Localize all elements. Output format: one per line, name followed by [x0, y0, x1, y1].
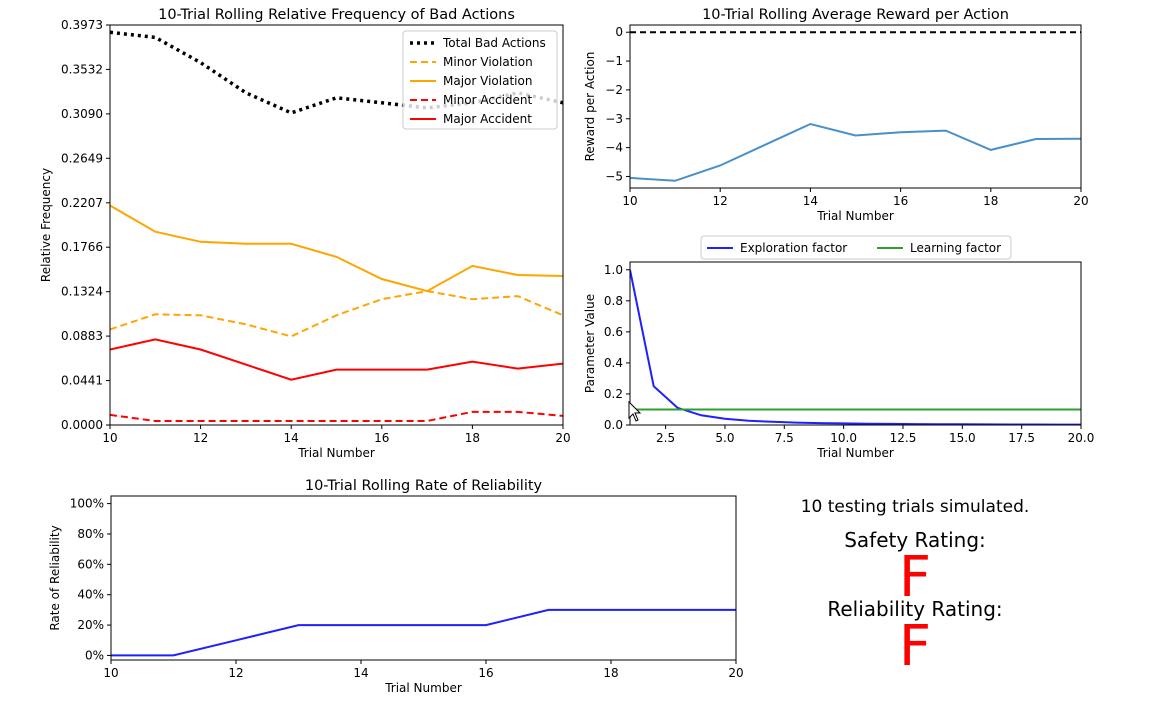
series-line-minor-accident — [110, 410, 563, 422]
series-line-minor-violation — [110, 290, 563, 338]
y-tick-label: 60% — [77, 557, 104, 571]
x-tick-label: 20 — [555, 431, 570, 445]
y-tick-label: 0.8 — [604, 294, 623, 308]
y-tick-label: 100% — [70, 497, 104, 511]
x-tick-label: 7.5 — [775, 431, 794, 445]
x-tick-label: 12 — [713, 194, 728, 208]
x-tick-label: 10 — [103, 666, 118, 680]
y-axis-label: Parameter Value — [583, 294, 597, 393]
x-tick-label: 10 — [102, 431, 117, 445]
mouse-cursor-icon — [628, 400, 642, 422]
x-tick-label: 18 — [465, 431, 480, 445]
plot-frame — [110, 495, 737, 661]
plot-frame — [629, 24, 1082, 189]
legend-label: Major Violation — [443, 74, 532, 88]
safety-rating-label: Safety Rating: — [844, 528, 986, 552]
chart-reliability: 10-Trial Rolling Rate of Reliability 0% 20… — [48, 478, 744, 695]
legend-label: Minor Violation — [443, 55, 533, 69]
legend-label: Minor Accident — [443, 93, 533, 107]
chart-title: 10-Trial Rolling Relative Frequency of B… — [158, 7, 515, 23]
legend-label: Exploration factor — [740, 241, 847, 255]
safety-rating-grade: F — [898, 545, 932, 610]
x-tick-label: 20 — [728, 666, 743, 680]
x-tick-label: 16 — [478, 666, 493, 680]
y-tick-label: 0 — [615, 25, 623, 39]
x-tick-label: 16 — [374, 431, 389, 445]
legend-box — [700, 235, 1012, 260]
reliability-rating-grade: F — [898, 614, 932, 679]
x-tick-label: 5.0 — [715, 431, 734, 445]
y-tick-label: 0.3532 — [61, 62, 103, 76]
y-tick-label: 0.1324 — [61, 285, 103, 299]
y-tick-label: 0.3090 — [61, 107, 103, 121]
y-tick-label: −1 — [605, 54, 623, 68]
chart-bad-actions: 10-Trial Rolling Relative Frequency of B… — [39, 7, 571, 460]
legend-label: Total Bad Actions — [442, 36, 546, 50]
series-line-major-violation — [110, 204, 563, 293]
y-tick-label: 0% — [85, 648, 104, 662]
series-line-reliability — [111, 608, 736, 657]
x-tick-label: 20 — [1073, 194, 1088, 208]
x-tick-label: 18 — [983, 194, 998, 208]
plot-frame — [629, 261, 1082, 426]
y-tick-label: 0.1766 — [61, 240, 103, 254]
x-tick-label: 12 — [228, 666, 243, 680]
y-tick-label: 0.4 — [604, 356, 623, 370]
y-axis-label: Rate of Reliability — [48, 525, 62, 630]
series-line-major-accident — [110, 338, 563, 381]
legend-box — [402, 30, 558, 130]
x-tick-label: 20.0 — [1068, 431, 1095, 445]
x-tick-label: 16 — [893, 194, 908, 208]
chart-parameters: 0.0 0.2 0.4 0.6 0.8 1.0 2.5 5.0 7.5 10.0 12.5 15.0 1… — [583, 235, 1095, 460]
x-tick-label: 2.5 — [656, 431, 675, 445]
y-tick-label: 80% — [77, 527, 104, 541]
x-tick-label: 18 — [603, 666, 618, 680]
series-line-reward — [630, 122, 1081, 182]
x-tick-label: 14 — [284, 431, 299, 445]
series-line-exploration-factor — [630, 269, 1081, 425]
x-tick-label: 10 — [622, 194, 637, 208]
y-tick-label: 0.3973 — [61, 18, 103, 32]
chart-reward: 10-Trial Rolling Average Reward per Acti… — [583, 7, 1089, 223]
y-tick-label: 0.2207 — [61, 196, 103, 210]
trials-simulated-text: 10 testing trials simulated. — [800, 497, 1030, 517]
y-tick-label: 0.6 — [604, 325, 623, 339]
chart-title: 10-Trial Rolling Average Reward per Acti… — [702, 7, 1009, 23]
legend: Exploration factor Learning factor — [700, 235, 1012, 260]
x-tick-label: 15.0 — [949, 431, 976, 445]
x-axis-label: Trial Number — [816, 446, 894, 460]
y-tick-label: 0.0000 — [61, 418, 103, 432]
y-axis-label: Reward per Action — [583, 52, 597, 162]
x-tick-label: 12 — [193, 431, 208, 445]
y-tick-label: −5 — [605, 169, 623, 183]
x-tick-label: 14 — [803, 194, 818, 208]
y-tick-label: 0.2 — [604, 387, 623, 401]
legend-label: Major Accident — [443, 112, 532, 126]
y-tick-label: 0.2649 — [61, 151, 103, 165]
x-tick-label: 17.5 — [1008, 431, 1035, 445]
legend-label: Learning factor — [910, 241, 1001, 255]
x-tick-label: 10.0 — [830, 431, 857, 445]
y-tick-label: −2 — [605, 83, 623, 97]
x-axis-label: Trial Number — [384, 681, 462, 695]
y-tick-label: −4 — [605, 141, 623, 155]
y-tick-label: 20% — [77, 618, 104, 632]
chart-title: 10-Trial Rolling Rate of Reliability — [305, 478, 543, 494]
reliability-rating-label: Reliability Rating: — [827, 597, 1003, 621]
y-axis-label: Relative Frequency — [39, 168, 53, 282]
x-axis-label: Trial Number — [816, 209, 894, 223]
legend: Total Bad Actions Minor Violation Major Vi… — [402, 30, 558, 130]
y-tick-label: 40% — [77, 588, 104, 602]
y-tick-label: 1.0 — [604, 263, 623, 277]
y-tick-label: 0.0441 — [61, 374, 103, 388]
y-tick-label: −3 — [605, 112, 623, 126]
y-tick-label: 0.0883 — [61, 329, 103, 343]
y-tick-label: 0.0 — [604, 418, 623, 432]
x-tick-label: 14 — [353, 666, 368, 680]
plot-frame — [109, 24, 564, 426]
x-axis-label: Trial Number — [297, 446, 375, 460]
x-tick-label: 12.5 — [890, 431, 917, 445]
